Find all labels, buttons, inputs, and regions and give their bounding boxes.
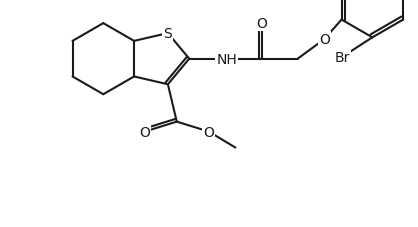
Text: O: O — [257, 17, 268, 31]
Text: O: O — [203, 125, 214, 139]
Text: O: O — [319, 33, 330, 47]
Text: O: O — [139, 125, 150, 139]
Text: Br: Br — [334, 51, 350, 65]
Text: NH: NH — [216, 52, 237, 66]
Text: S: S — [163, 27, 172, 41]
